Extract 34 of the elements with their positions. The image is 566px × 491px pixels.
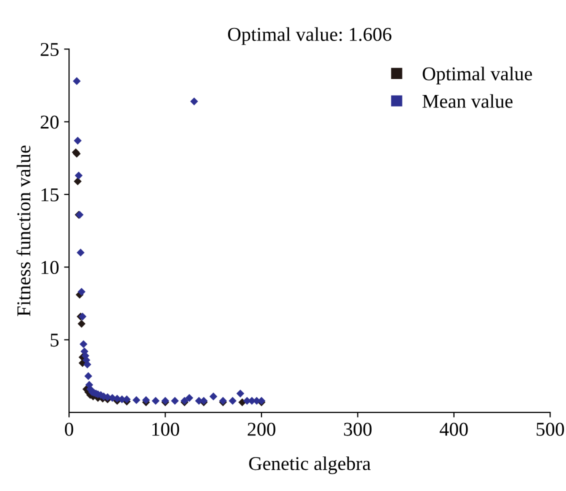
legend-label: Mean value <box>422 94 513 108</box>
x-axis-title: Genetic algebra <box>249 456 371 474</box>
x-tick-label: 0 <box>64 422 74 436</box>
point <box>80 340 88 348</box>
point <box>185 394 194 402</box>
y-axis-title: Fitness function value <box>16 146 30 316</box>
point <box>152 396 160 405</box>
point <box>76 248 85 256</box>
y-tick-label: 10 <box>42 260 59 274</box>
point <box>72 77 81 85</box>
chart-title: Optimal value: 1.606 <box>228 27 392 45</box>
x-tick-label: 100 <box>152 422 180 436</box>
point <box>83 360 92 368</box>
y-tick-label: 20 <box>40 116 59 129</box>
point <box>78 320 86 328</box>
x-tick-label: 500 <box>536 422 564 436</box>
point <box>84 372 92 380</box>
point <box>78 288 86 296</box>
point <box>74 136 82 145</box>
point <box>170 396 179 405</box>
point <box>74 172 83 180</box>
y-tick-label: 15 <box>42 188 59 202</box>
point <box>132 396 140 404</box>
x-tick-label: 200 <box>248 422 276 436</box>
point <box>209 392 218 400</box>
point <box>190 97 198 106</box>
y-tick-label: 25 <box>40 42 59 56</box>
point <box>228 396 237 405</box>
point <box>236 390 244 398</box>
legend-label: Optimal value <box>422 66 532 84</box>
point <box>74 177 82 186</box>
x-tick-label: 400 <box>440 422 468 436</box>
x-tick-label: 300 <box>344 422 372 436</box>
y-tick-label: 5 <box>50 334 59 347</box>
